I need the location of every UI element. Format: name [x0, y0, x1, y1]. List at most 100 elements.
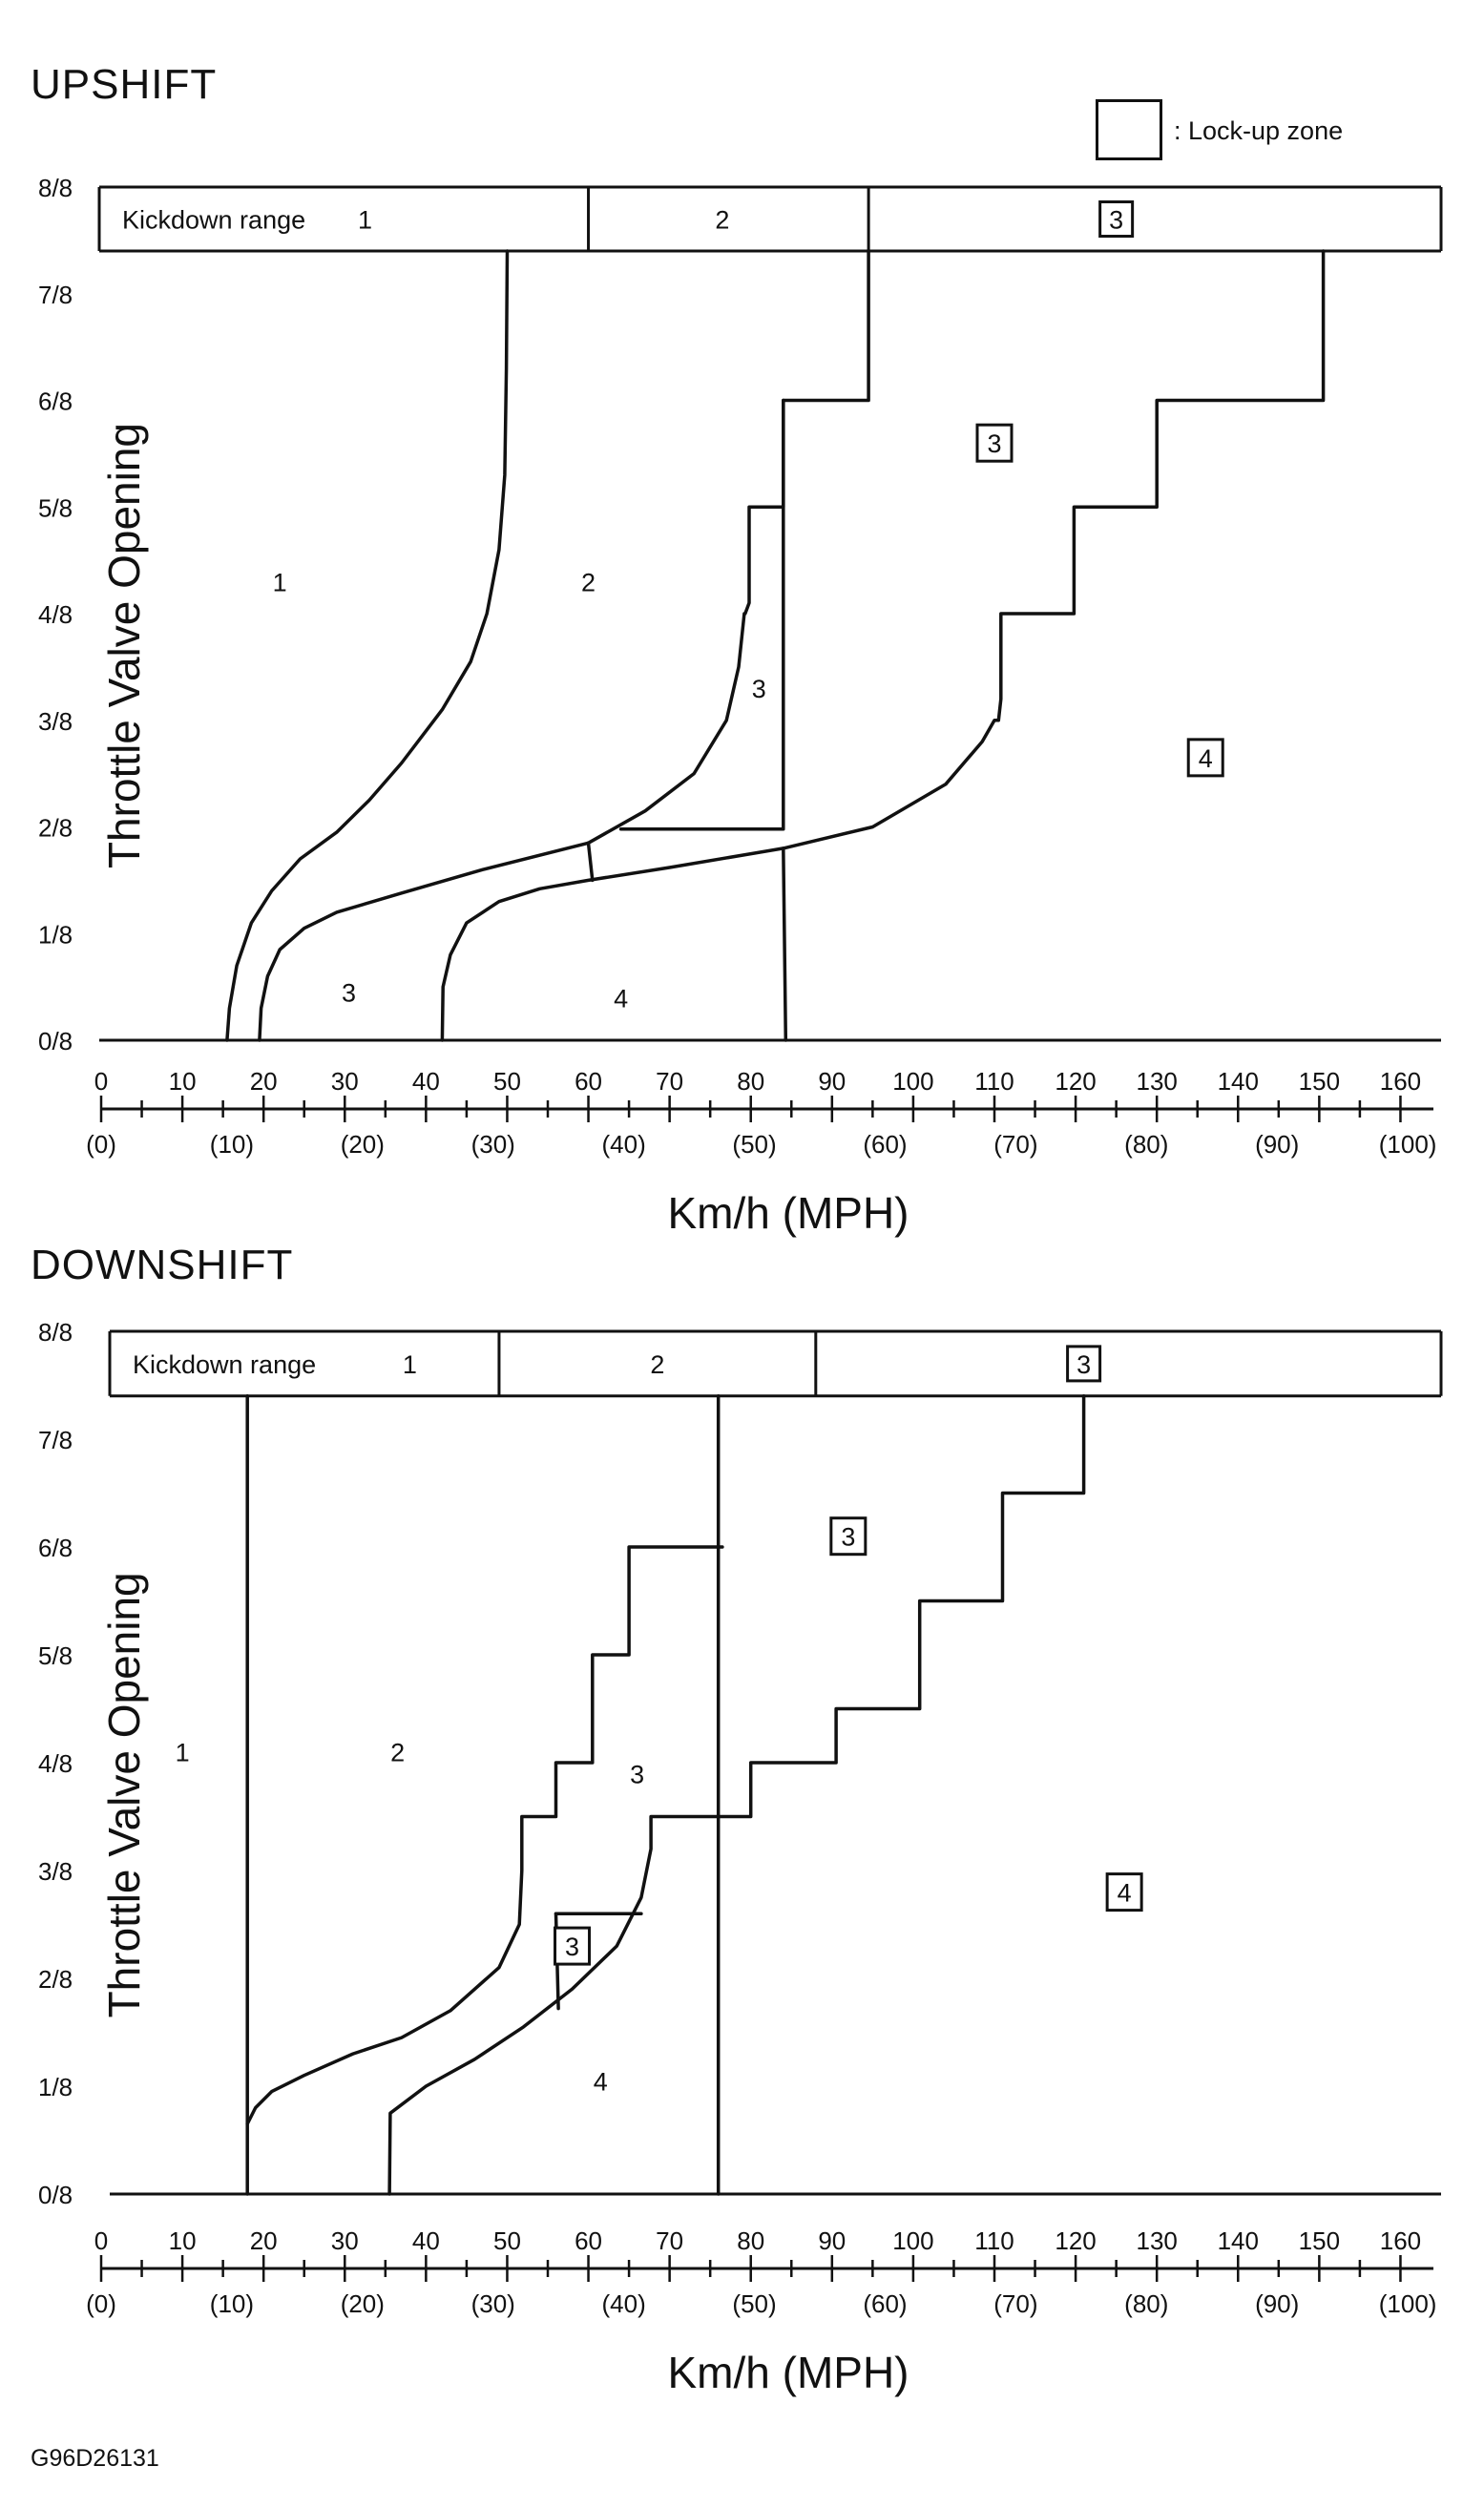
- lock-up-box: [1098, 200, 1135, 239]
- kickdown-gear-label: 2: [650, 1350, 664, 1379]
- lock-up-zone-label: 3: [565, 1933, 579, 1961]
- gear-zone-label: 2: [390, 1739, 405, 1767]
- x-tick-label-mph: (30): [471, 1130, 515, 1159]
- x-tick-label-kmh: 100: [892, 1067, 933, 1096]
- x-tick-label-kmh: 120: [1055, 2226, 1096, 2255]
- y-tick-label: 5/8: [38, 493, 73, 522]
- y-tick-label: 3/8: [38, 707, 73, 736]
- x-tick-label-kmh: 120: [1055, 1067, 1096, 1096]
- gear-zone-label: 1: [176, 1739, 190, 1767]
- x-tick-label-kmh: 10: [169, 2226, 197, 2255]
- x-tick-label-kmh: 100: [892, 2226, 933, 2255]
- x-tick-label-mph: (50): [732, 1130, 776, 1159]
- lock-up-zone-label: 4: [1118, 1879, 1132, 1908]
- y-tick-label: 7/8: [38, 1426, 73, 1454]
- kickdown-gear-label: 3: [1109, 206, 1123, 235]
- kickdown-gear-label: 3: [1076, 1350, 1091, 1379]
- x-tick-label-kmh: 110: [974, 2226, 1014, 2255]
- gear-zone-label: 1: [273, 568, 287, 596]
- y-tick-label: 2/8: [38, 1965, 73, 1994]
- y-tick-label: 5/8: [38, 1641, 73, 1670]
- x-tick-label-mph: (90): [1255, 1130, 1299, 1159]
- x-tick-label-mph: (60): [863, 1130, 907, 1159]
- x-tick-label-kmh: 80: [737, 1067, 764, 1096]
- x-tick-label-kmh: 150: [1299, 2226, 1340, 2255]
- shift-boundary-line: [782, 846, 788, 1042]
- x-tick-label-mph: (90): [1255, 2289, 1299, 2318]
- y-axis-title: Throttle Valve Opening: [99, 423, 149, 868]
- shift-boundary-line: [586, 249, 870, 846]
- shift-boundary-line: [225, 249, 510, 1042]
- gear-zone-label: 3: [342, 979, 356, 1008]
- x-tick-label-kmh: 130: [1136, 1067, 1177, 1096]
- lock-up-box: [1066, 1345, 1102, 1383]
- downshift-chart: Kickdown range 1 2 3 0/8 1/8 2/8 3/8 4/8 5/8 6/8 7/…: [38, 1318, 1443, 2397]
- x-tick-label-kmh: 30: [331, 2226, 359, 2255]
- x-tick-label-mph: (70): [993, 1130, 1037, 1159]
- y-tick-label: 7/8: [38, 281, 73, 309]
- gear-zone-label: 3: [752, 675, 766, 703]
- x-tick-label-kmh: 140: [1218, 2226, 1259, 2255]
- x-tick-label-kmh: 50: [493, 2226, 521, 2255]
- x-tick-label-kmh: 0: [94, 2226, 108, 2255]
- lock-up-box: [1105, 1872, 1143, 1912]
- x-tick-label-kmh: 20: [250, 2226, 278, 2255]
- x-axis-title: Km/h (MPH): [668, 2348, 909, 2397]
- y-tick-label: 3/8: [38, 1857, 73, 1886]
- x-tick-label-mph: (40): [602, 2289, 646, 2318]
- y-tick-label: 8/8: [38, 174, 73, 202]
- gear-zone-label: 4: [614, 984, 628, 1013]
- lock-up-box: [554, 1926, 592, 1966]
- y-axis-title: Throttle Valve Opening: [99, 1572, 149, 2017]
- x-tick-label-mph: (0): [86, 2289, 116, 2318]
- kickdown-gear-label: 1: [403, 1350, 417, 1379]
- x-tick-label-mph: (80): [1124, 1130, 1168, 1159]
- x-tick-label-kmh: 60: [575, 2226, 602, 2255]
- kickdown-range-label: Kickdown range: [133, 1350, 316, 1379]
- x-tick-label-kmh: 40: [412, 2226, 440, 2255]
- lock-up-zone-legend-box: [1096, 99, 1162, 160]
- x-tick-label-kmh: 160: [1380, 2226, 1421, 2255]
- lock-up-box: [975, 423, 1014, 463]
- x-tick-label-mph: (100): [1379, 2289, 1437, 2318]
- x-tick-label-mph: (80): [1124, 2289, 1168, 2318]
- x-tick-label-kmh: 80: [737, 2226, 764, 2255]
- x-tick-label-mph: (50): [732, 2289, 776, 2318]
- y-tick-label: 4/8: [38, 600, 73, 629]
- x-tick-label-mph: (60): [863, 2289, 907, 2318]
- y-tick-label: 6/8: [38, 1534, 73, 1562]
- x-tick-label-kmh: 150: [1299, 1067, 1340, 1096]
- x-tick-label-mph: (30): [471, 2289, 515, 2318]
- x-tick-label-mph: (20): [341, 2289, 385, 2318]
- x-tick-label-mph: (0): [86, 1130, 116, 1159]
- y-tick-label: 8/8: [38, 1318, 73, 1347]
- downshift-title: DOWNSHIFT: [31, 1242, 294, 1288]
- x-tick-label-kmh: 70: [656, 2226, 683, 2255]
- x-tick-label-mph: (100): [1379, 1130, 1437, 1159]
- x-axis-title: Km/h (MPH): [668, 1188, 909, 1238]
- shift-boundary-line: [586, 841, 595, 883]
- lock-up-zone-label: 4: [1199, 744, 1213, 773]
- shift-boundary-line: [387, 1394, 1086, 2196]
- gear-zone-label: 3: [630, 1760, 644, 1788]
- kickdown-range-label: Kickdown range: [122, 206, 305, 235]
- y-tick-label: 0/8: [38, 1027, 73, 1055]
- lock-up-box: [1186, 738, 1224, 778]
- y-tick-label: 6/8: [38, 387, 73, 416]
- upshift-chart: Kickdown range 1 2 3 0/8 1/8 2/8 3/8 4/8 5/8 6/8 7/…: [38, 174, 1443, 1238]
- x-tick-label-kmh: 30: [331, 1067, 359, 1096]
- x-tick-label-kmh: 90: [818, 2226, 846, 2255]
- x-tick-label-kmh: 40: [412, 1067, 440, 1096]
- x-tick-label-kmh: 160: [1380, 1067, 1421, 1096]
- shift-boundary-line: [245, 1545, 724, 2126]
- x-tick-label-mph: (10): [210, 1130, 254, 1159]
- x-tick-label-kmh: 130: [1136, 2226, 1177, 2255]
- x-tick-label-kmh: 140: [1218, 1067, 1259, 1096]
- y-tick-label: 4/8: [38, 1749, 73, 1778]
- x-tick-label-kmh: 60: [575, 1067, 602, 1096]
- y-tick-label: 2/8: [38, 814, 73, 843]
- x-tick-label-kmh: 0: [94, 1067, 108, 1096]
- x-tick-label-mph: (70): [993, 2289, 1037, 2318]
- x-tick-label-kmh: 10: [169, 1067, 197, 1096]
- x-tick-label-kmh: 20: [250, 1067, 278, 1096]
